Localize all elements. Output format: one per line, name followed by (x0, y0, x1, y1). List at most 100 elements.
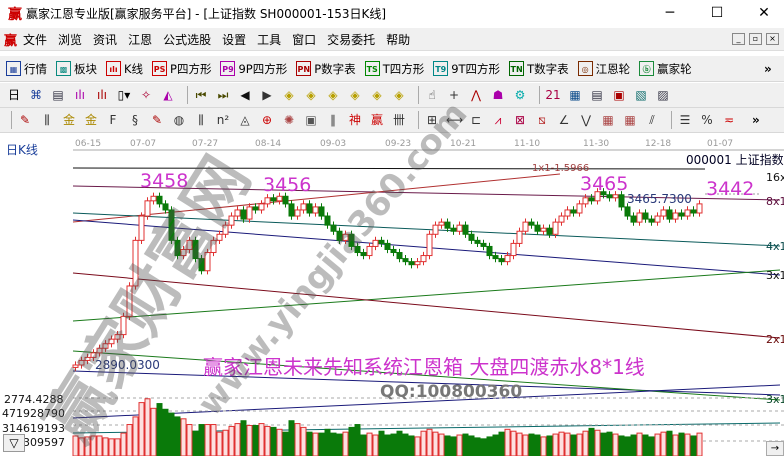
mdi-minimize-button[interactable]: _ (732, 33, 745, 45)
toolbar-tn-button[interactable]: TN T数字表 (509, 61, 569, 77)
tool-21-icon[interactable]: ☗ (492, 88, 504, 102)
candle-up (654, 215, 661, 223)
tool-1-icon[interactable]: ⌘ (30, 88, 42, 102)
menu-info[interactable]: 资讯 (93, 32, 118, 47)
tool-27-icon[interactable]: ▧ (635, 88, 647, 102)
toolbar-pn-button[interactable]: PN P数字表 (296, 61, 356, 77)
tool-12-icon[interactable]: ◈ (284, 88, 294, 102)
tool-9-icon[interactable]: ⏭ (217, 88, 229, 102)
tool-7-icon[interactable]: ◭ (163, 88, 173, 102)
tool-10-icon[interactable]: ◬ (240, 113, 250, 127)
tool-24-icon[interactable]: ▦ (569, 88, 581, 102)
tool-24-icon[interactable]: ∠ (558, 113, 570, 127)
tool-29-icon[interactable]: ☰ (679, 113, 691, 127)
tool-23-icon[interactable]: 21 (545, 88, 561, 102)
tool-20-icon[interactable]: ⊏ (470, 113, 482, 127)
toolbar-winner-wheel-button[interactable]: ⓑ 赢家轮 (639, 61, 692, 77)
menu-help[interactable]: 帮助 (386, 32, 411, 47)
toolbar-overflow-button[interactable]: » (752, 113, 760, 127)
toolbar-kline-button[interactable]: ılı K线 (106, 61, 143, 77)
tool-18-icon[interactable]: ☝ (428, 88, 436, 102)
tool-17-icon[interactable]: 卌 (392, 113, 405, 127)
tool-11-icon[interactable]: ⊕ (261, 113, 273, 127)
tool-3-icon[interactable]: ılı (74, 88, 85, 102)
tool-26-icon[interactable]: ▣ (613, 88, 625, 102)
tool-6-icon[interactable]: ✧ (140, 88, 152, 102)
tool-28-icon[interactable]: ▨ (657, 88, 669, 102)
menu-file[interactable]: 文件 (23, 32, 48, 47)
tool-0-icon[interactable]: ✎ (19, 113, 31, 127)
menu-tools[interactable]: 工具 (257, 32, 282, 47)
tool-25-icon[interactable]: ⋁ (581, 113, 591, 127)
menu-window[interactable]: 窗口 (292, 32, 317, 47)
tool-8-icon[interactable]: ⫼ (198, 113, 204, 127)
toolbar-sector-button[interactable]: ▩ 板块 (56, 61, 97, 77)
menu-gann[interactable]: 江恩 (128, 32, 153, 47)
tool-10-icon[interactable]: ◀ (240, 88, 250, 102)
tool-19-icon[interactable]: ⟷ (446, 113, 464, 127)
tool-23-icon[interactable]: ⧅ (538, 113, 546, 127)
tool-14-icon[interactable]: ∥ (330, 113, 336, 127)
tool-14-icon[interactable]: ◈ (328, 88, 338, 102)
tool-9-icon[interactable]: n² (216, 113, 230, 127)
toolbar-p9-button[interactable]: P9 9P四方形 (220, 61, 287, 77)
menu-trade[interactable]: 交易委托 (327, 32, 376, 47)
gann-wheel-icon: ◎ (577, 61, 593, 76)
scroll-right-button[interactable]: → (766, 441, 784, 456)
tool-8-icon[interactable]: ⏮ (195, 88, 207, 102)
tool-18-icon[interactable]: ⊞ (426, 113, 438, 127)
tool-21-icon[interactable]: ⩘ (494, 113, 502, 127)
volume-bar (528, 433, 535, 457)
tool-20-icon[interactable]: ⋀ (471, 88, 481, 102)
tool-7-icon[interactable]: ◍ (173, 113, 185, 127)
tool-16-icon[interactable]: 赢 (370, 113, 383, 127)
tool-5-icon[interactable]: § (132, 113, 138, 127)
tool-22-icon[interactable]: ⚙ (514, 88, 526, 102)
toolbar-t9-button[interactable]: T9 9T四方形 (433, 61, 500, 77)
tool-13-icon[interactable]: ◈ (306, 88, 316, 102)
menu-browse[interactable]: 浏览 (58, 32, 83, 47)
tool-0-icon[interactable]: 日▾ (7, 88, 20, 118)
tool-11-icon[interactable]: ▶ (262, 88, 272, 102)
tool-31-icon[interactable]: ≂ (723, 113, 735, 127)
tool-15-icon[interactable]: ◈ (350, 88, 360, 102)
tool-1-icon[interactable]: ⫼ (44, 113, 50, 127)
tool-6-icon[interactable]: ✎ (151, 113, 163, 127)
minimize-button[interactable]: ─ (665, 5, 675, 21)
mdi-restore-button[interactable]: ▫ (749, 33, 762, 45)
toolbar-ps-button[interactable]: PS P四方形 (152, 61, 211, 77)
close-button[interactable]: ✕ (758, 5, 770, 21)
tool-19-icon[interactable]: + (448, 88, 460, 102)
menu-stock-picker[interactable]: 公式选股 (163, 32, 212, 47)
tool-27-icon[interactable]: ▦ (624, 113, 636, 127)
tool-16-icon[interactable]: ◈ (372, 88, 382, 102)
tool-22-icon[interactable]: ⊠ (514, 113, 526, 127)
collapse-button[interactable]: ▽ (3, 434, 25, 452)
tool-26-icon[interactable]: ▦ (602, 113, 614, 127)
chart-canvas[interactable]: 06-15 07-07 07-27 08-14 09-03 09-23 10-21 11-10… (0, 133, 784, 457)
tool-13-icon[interactable]: ▣ (305, 113, 317, 127)
tool-5-icon[interactable]: ▯▾ (117, 88, 131, 102)
toolbar-quote-button[interactable]: ▦ 行情 (6, 61, 47, 77)
tool-2-icon[interactable]: ▤ (52, 88, 64, 102)
tool-28-icon[interactable]: ⫽ (649, 113, 655, 127)
tool-15-icon[interactable]: 神 (348, 113, 361, 127)
menu-settings[interactable]: 设置 (222, 32, 247, 47)
mdi-close-button[interactable]: × (766, 33, 779, 45)
maximize-button[interactable]: ☐ (710, 5, 724, 21)
tool-2-icon[interactable]: 金 (62, 113, 75, 127)
toolbar-gann-wheel-button[interactable]: ◎ 江恩轮 (577, 61, 630, 77)
toolbar-ts-button[interactable]: TS T四方形 (364, 61, 424, 77)
tool-25-icon[interactable]: ▤ (591, 88, 603, 102)
tool-12-icon[interactable]: ✺ (283, 113, 295, 127)
tool-4-icon[interactable]: F (109, 113, 117, 127)
toolbar-overflow-button[interactable]: » (764, 61, 772, 76)
candle-down (480, 242, 487, 247)
tool-3-icon[interactable]: 金 (84, 113, 97, 127)
volume-bar (84, 436, 91, 457)
tool-4-icon[interactable]: ılı (96, 88, 107, 102)
kline-chart[interactable]: 06-15 07-07 07-27 08-14 09-03 09-23 10-21 11-10… (0, 94, 784, 457)
tool-17-icon[interactable]: ◈ (394, 88, 404, 102)
volume-bar (126, 424, 133, 457)
tool-30-icon[interactable]: % (701, 113, 713, 127)
